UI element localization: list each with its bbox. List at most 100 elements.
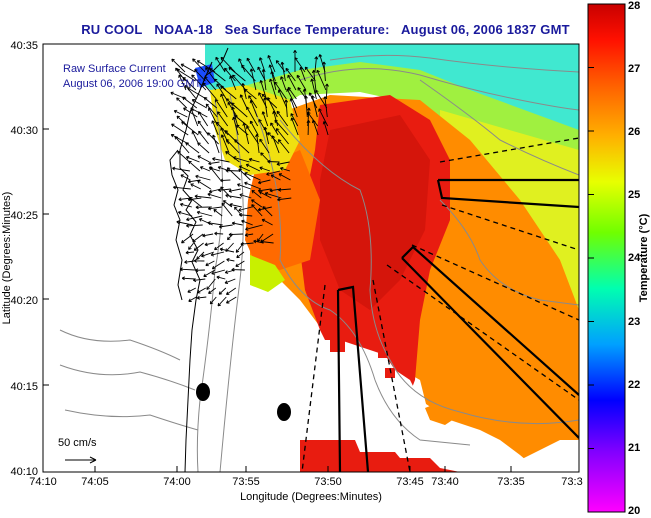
current-vector: [195, 205, 212, 210]
current-vector: [220, 134, 230, 154]
current-vector: [306, 119, 311, 136]
current-vector: [267, 97, 278, 118]
ocean-inshore-green: [250, 255, 285, 292]
current-vector: [246, 106, 259, 127]
current-vector: [197, 142, 210, 154]
current-vector: [228, 232, 244, 237]
current-vector: [196, 251, 205, 260]
current-vector: [271, 135, 280, 154]
current-vector: [255, 134, 260, 154]
current-vector: [315, 89, 328, 109]
station-marker: [277, 403, 291, 421]
current-vector: [224, 67, 236, 82]
y-axis-label: Latitude (Degrees:Minutes): [1, 192, 13, 325]
current-vector: [257, 179, 271, 185]
current-vector: [179, 267, 195, 272]
contour-line: [196, 99, 223, 472]
y-tick-label: 40:30: [10, 125, 38, 137]
current-vector: [171, 58, 186, 73]
current-vector: [203, 269, 216, 277]
current-vector: [180, 63, 196, 73]
current-vector: [228, 66, 246, 82]
zone-east-rectangle: [436, 178, 579, 209]
current-vector: [275, 128, 289, 145]
current-vector: [184, 260, 195, 264]
current-vector: [226, 296, 237, 304]
current-vector: [278, 173, 291, 181]
current-vector: [306, 107, 311, 127]
current-vector: [261, 111, 269, 127]
current-vector: [182, 76, 197, 91]
current-vector: [225, 287, 237, 295]
x-tick-label: 73:35: [497, 476, 525, 488]
current-vector: [244, 172, 261, 181]
current-vector: [211, 269, 226, 275]
current-vector: [207, 206, 222, 211]
current-vector: [205, 67, 216, 82]
current-vector: [196, 295, 207, 300]
current-vector: [209, 166, 221, 181]
current-vector: [280, 76, 287, 91]
scale-arrow: [65, 456, 97, 464]
dashed-line: [441, 204, 579, 251]
zone-south-rectangle: [336, 285, 370, 472]
current-vector: [296, 74, 307, 91]
dashed-line: [372, 279, 411, 472]
current-vector: [177, 150, 190, 163]
current-vector: [171, 123, 189, 136]
current-vector: [251, 204, 263, 217]
current-vector: [210, 251, 225, 257]
current-vector: [198, 218, 213, 226]
current-vector: [220, 85, 237, 100]
current-vector: [284, 99, 289, 118]
contour-line: [279, 119, 579, 425]
current-vector: [232, 116, 239, 136]
map-title: RU COOL NOAA-18 Sea Surface Temperature:…: [0, 22, 651, 37]
current-vector: [195, 174, 211, 181]
current-vector: [191, 130, 200, 145]
current-vector: [246, 57, 256, 73]
current-vector: [259, 79, 267, 100]
current-label-line1: Raw Surface Current: [63, 63, 166, 75]
bathymetry-contours: [59, 54, 579, 472]
x-axis-label: Longitude (Degrees:Minutes): [240, 491, 382, 503]
current-vector: [212, 157, 230, 163]
current-vector: [205, 103, 218, 118]
current-vector: [202, 82, 217, 100]
current-vector: [304, 66, 316, 82]
current-vector: [244, 88, 257, 100]
current-vector: [231, 221, 243, 226]
current-vector: [182, 96, 198, 109]
current-vector: [310, 78, 317, 100]
current-vector: [176, 220, 193, 226]
current-vector: [262, 206, 273, 217]
current-vector: [181, 233, 194, 244]
current-vector: [177, 210, 193, 217]
current-vector: [311, 119, 319, 136]
current-vector: [239, 94, 248, 109]
current-vector: [248, 157, 260, 163]
colorbar-tick-label: 24: [628, 252, 641, 264]
current-vector: [173, 109, 188, 118]
x-tick-label: 74:10: [29, 476, 57, 488]
current-vector: [187, 87, 207, 100]
current-vector: [176, 68, 196, 82]
current-vector: [267, 159, 280, 164]
colorbar: [587, 3, 626, 513]
current-vector: [212, 134, 220, 154]
current-vector: [259, 138, 270, 154]
current-vector: [246, 125, 259, 145]
current-vector: [197, 180, 212, 190]
current-vector: [266, 170, 281, 176]
sst-field: [43, 44, 579, 472]
dashed-line: [411, 244, 579, 321]
current-vector: [190, 108, 199, 127]
current-vector: [226, 257, 235, 262]
current-vector: [232, 156, 250, 163]
current-vector: [186, 215, 203, 222]
current-vector: [228, 188, 241, 193]
current-vector: [238, 206, 252, 212]
x-tick-label: 73:40: [431, 476, 459, 488]
current-vector: [216, 83, 227, 100]
zone-southeast-rectangle: [401, 245, 579, 439]
